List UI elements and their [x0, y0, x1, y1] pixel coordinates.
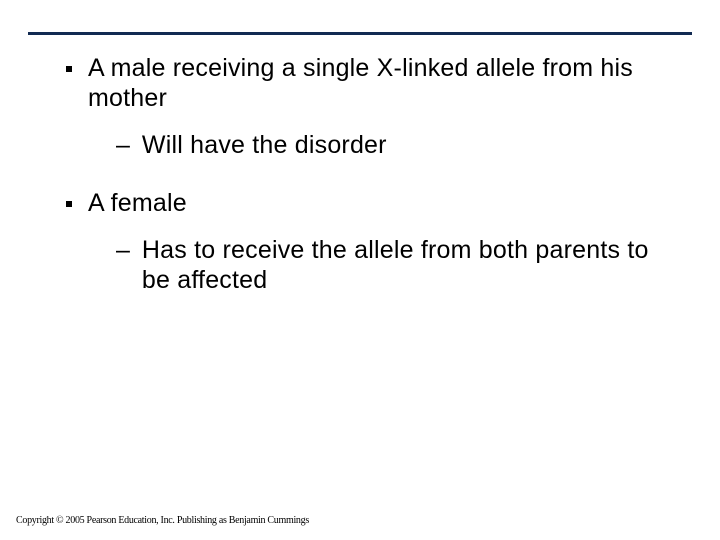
bullet-dot-icon	[66, 201, 72, 207]
slide-content: A male receiving a single X-linked allel…	[66, 54, 680, 321]
bullet-dash-icon: –	[116, 236, 130, 266]
bullet-level2: – Has to receive the allele from both pa…	[116, 236, 680, 295]
bullet-level2: – Will have the disorder	[116, 131, 680, 161]
bullet-level1: A male receiving a single X-linked allel…	[66, 54, 680, 113]
bullet-text: A male receiving a single X-linked allel…	[88, 54, 680, 113]
bullet-level1: A female	[66, 189, 680, 219]
copyright-text: Copyright © 2005 Pearson Education, Inc.…	[16, 515, 309, 526]
bullet-sub-text: Has to receive the allele from both pare…	[142, 236, 680, 295]
bullet-text: A female	[88, 189, 187, 219]
bullet-sub-text: Will have the disorder	[142, 131, 387, 161]
header-rule	[28, 32, 692, 35]
bullet-dot-icon	[66, 66, 72, 72]
bullet-dash-icon: –	[116, 131, 130, 161]
